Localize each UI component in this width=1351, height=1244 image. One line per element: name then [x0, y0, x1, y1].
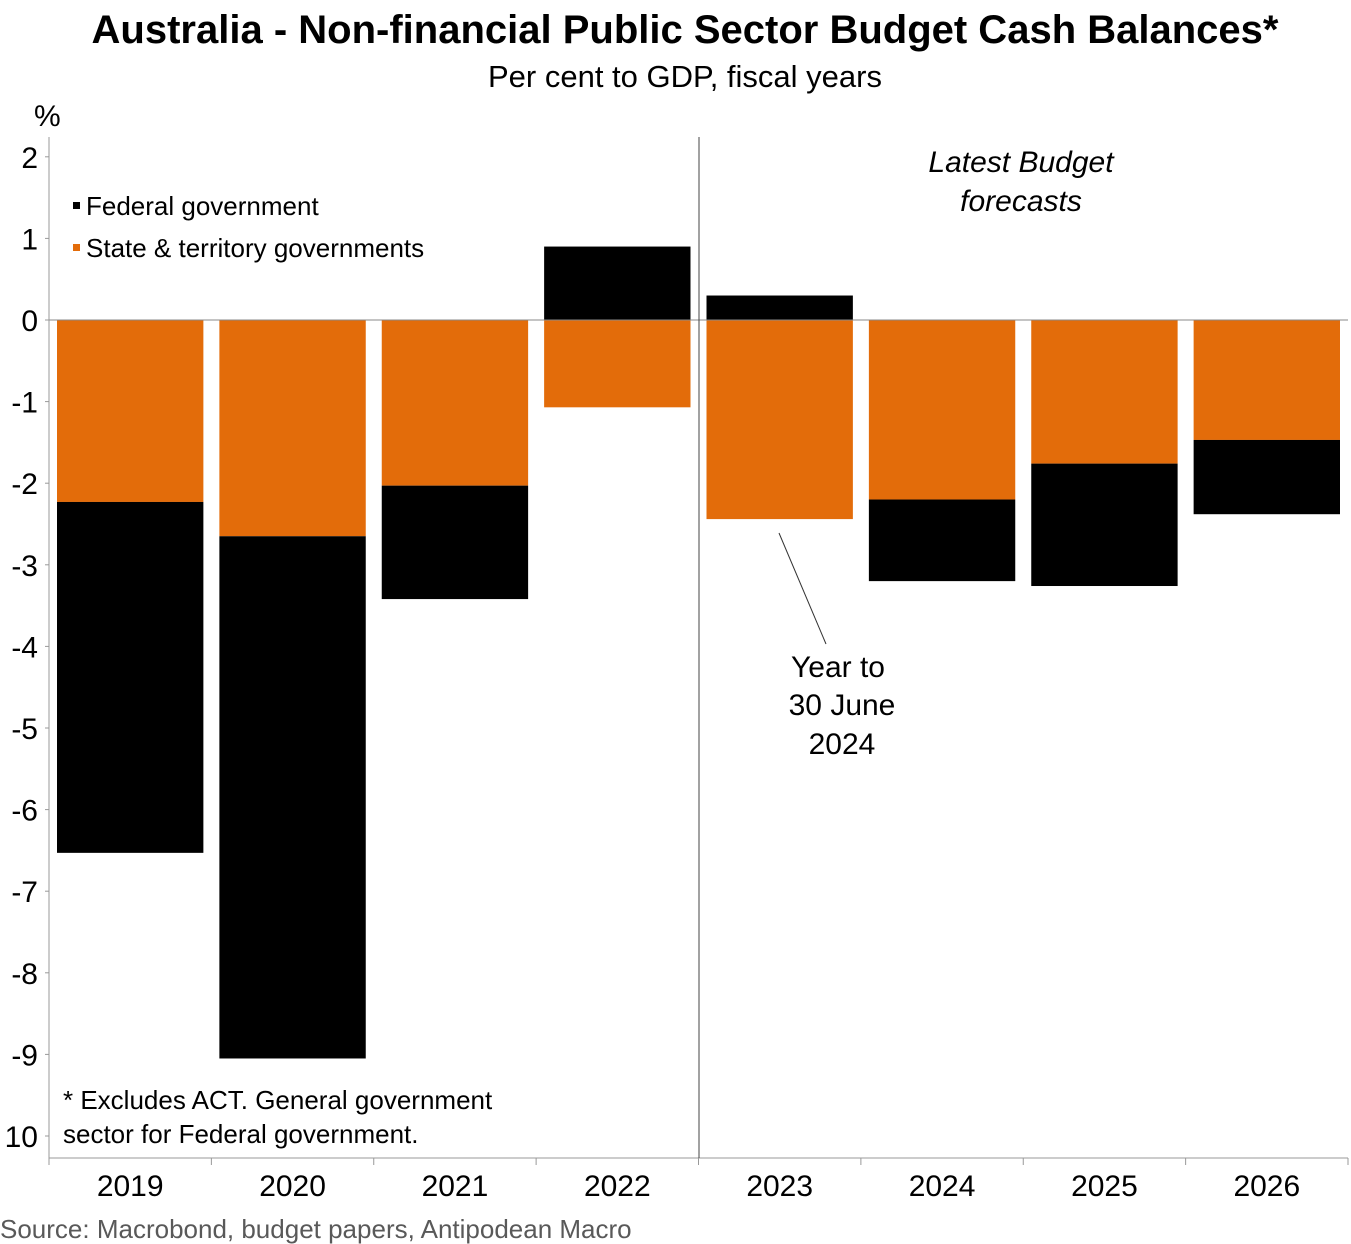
y-axis-label: %	[34, 100, 61, 133]
bar-federal-2020	[219, 536, 366, 1059]
x-tick-label: 2019	[97, 1170, 164, 1203]
x-tick-label: 2025	[1071, 1170, 1138, 1203]
bar-state-2019	[57, 320, 204, 502]
bar-federal-2026	[1193, 439, 1340, 515]
y-tick-label: -3	[11, 550, 38, 583]
y-tick-label: -1	[11, 387, 38, 420]
y-tick-label: 0	[21, 305, 38, 338]
bar-state-2026	[1193, 320, 1340, 440]
x-tick-label: 2020	[259, 1170, 326, 1203]
legend-marker-state	[73, 244, 80, 251]
bar-federal-2019	[57, 501, 204, 853]
callout-line3: 2024	[809, 728, 876, 761]
bar-state-2022	[544, 320, 691, 408]
chart-title: Australia - Non-financial Public Sector …	[92, 8, 1279, 52]
y-tick-label: -4	[11, 631, 38, 664]
forecast-annotation-line1: Latest Budget	[928, 146, 1115, 179]
bar-federal-2021	[381, 485, 529, 600]
x-tick-label: 2023	[746, 1170, 813, 1203]
bar-federal-2024	[868, 499, 1016, 582]
bar-federal-2022	[544, 246, 691, 320]
bar-state-2024	[868, 320, 1016, 500]
y-tick-label: -5	[11, 713, 38, 746]
y-tick-label: 2	[21, 142, 38, 175]
callout-line1: Year to	[791, 651, 885, 684]
bar-federal-2023	[706, 295, 853, 320]
y-tick-label: -2	[11, 468, 38, 501]
source-note: Source: Macrobond, budget papers, Antipo…	[0, 1214, 632, 1244]
y-tick-label: -6	[11, 795, 38, 828]
y-tick-label: 1	[21, 223, 38, 256]
callout-line2: 30 June	[789, 689, 896, 722]
x-tick-label: 2026	[1233, 1170, 1300, 1203]
legend-label-federal: Federal government	[86, 191, 319, 221]
bar-state-2020	[219, 320, 366, 537]
y-tick-label: 10	[5, 1121, 38, 1154]
x-tick-label: 2022	[584, 1170, 651, 1203]
footnote-line2: sector for Federal government.	[63, 1119, 419, 1149]
y-tick-label: -7	[11, 876, 38, 909]
bar-state-2025	[1031, 320, 1178, 464]
bar-state-2023	[706, 320, 853, 520]
legend-marker-federal	[73, 202, 80, 209]
bar-federal-2025	[1031, 463, 1178, 587]
y-tick-label: -8	[11, 958, 38, 991]
legend-label-state: State & territory governments	[86, 233, 424, 263]
bar-state-2021	[381, 320, 529, 486]
forecast-annotation-line2: forecasts	[960, 185, 1082, 218]
chart-subtitle: Per cent to GDP, fiscal years	[488, 59, 882, 94]
x-tick-label: 2021	[422, 1170, 489, 1203]
footnote-line1: * Excludes ACT. General government	[63, 1085, 493, 1115]
callout-leader-line	[778, 532, 827, 645]
x-tick-label: 2024	[909, 1170, 976, 1203]
y-tick-label: -9	[11, 1039, 38, 1072]
